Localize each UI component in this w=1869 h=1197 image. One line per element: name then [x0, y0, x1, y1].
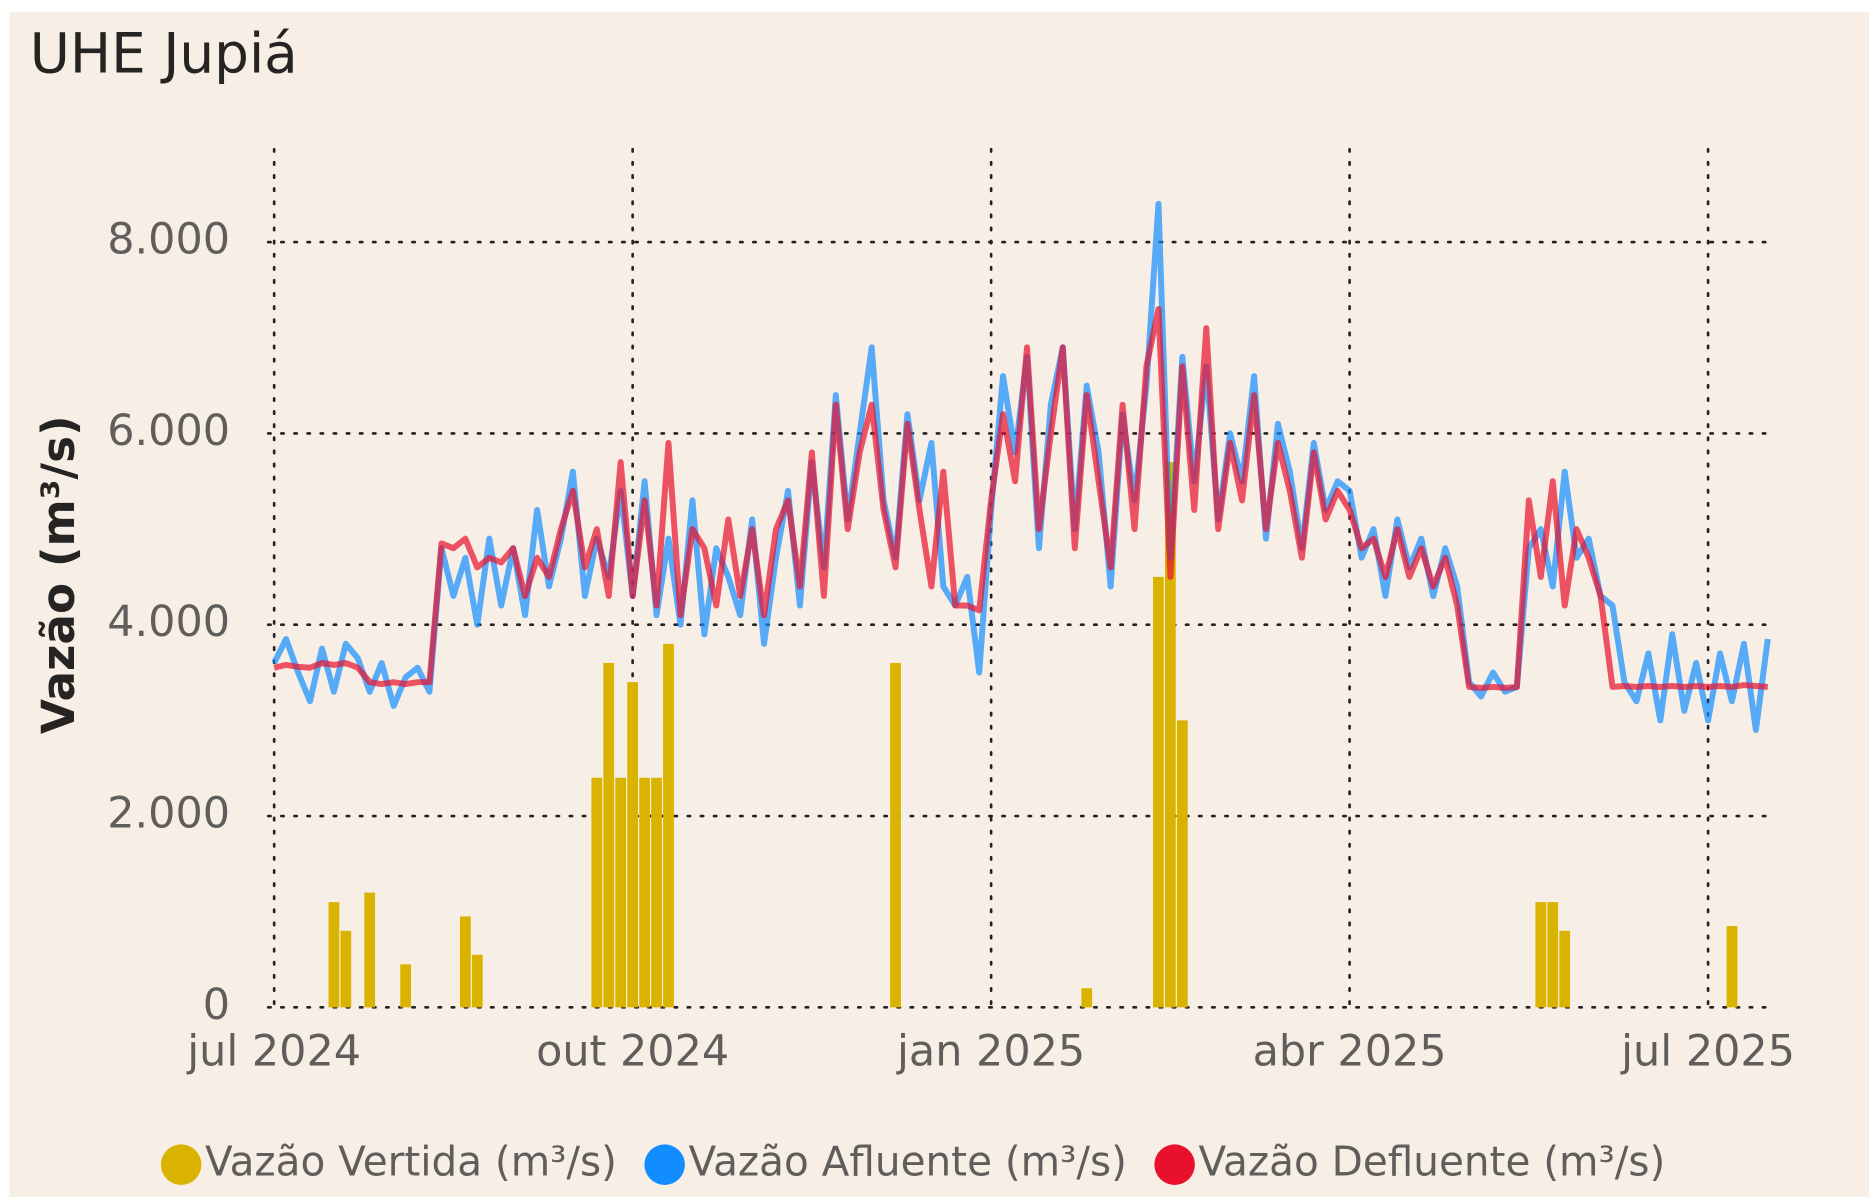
- bar: [663, 643, 674, 1008]
- bar: [471, 954, 483, 1008]
- y-tick-label: 2.000: [107, 789, 230, 839]
- bar: [1547, 902, 1559, 1008]
- x-tick-label: jan 2025: [896, 1026, 1085, 1076]
- legend-label: Vazão Defluente (m³/s): [1198, 1138, 1665, 1186]
- bar: [1176, 720, 1188, 1008]
- bar: [1535, 902, 1547, 1008]
- bar: [1726, 926, 1738, 1008]
- bar: [627, 682, 639, 1008]
- bar: [615, 777, 627, 1008]
- legend-marker: [644, 1144, 685, 1185]
- chart-title: UHE Jupiá: [30, 21, 298, 85]
- y-tick-label: 4.000: [107, 597, 230, 647]
- bar: [340, 930, 352, 1008]
- legend-marker: [160, 1144, 202, 1185]
- bar: [591, 777, 603, 1008]
- bar: [890, 662, 901, 1008]
- y-tick-label: 6.000: [107, 406, 230, 456]
- panel: [9, 12, 1869, 1197]
- bar: [328, 902, 340, 1008]
- bar: [639, 777, 650, 1008]
- bar: [459, 916, 471, 1008]
- bar: [603, 662, 615, 1008]
- bar: [1153, 576, 1164, 1008]
- bar: [364, 892, 376, 1008]
- x-tick-label: abr 2025: [1253, 1026, 1447, 1076]
- x-tick-label: jul 2025: [1620, 1026, 1795, 1076]
- legend-label: Vazão Afluente (m³/s): [689, 1138, 1127, 1186]
- x-tick-label: out 2024: [536, 1026, 729, 1076]
- bar: [400, 964, 411, 1008]
- y-axis-label: Vazão (m³/s): [32, 415, 85, 734]
- y-tick-label: 0: [203, 980, 230, 1030]
- legend-label: Vazão Vertida (m³/s): [205, 1138, 617, 1186]
- bar: [1559, 930, 1571, 1008]
- bar: [651, 777, 662, 1008]
- line: [273, 306, 1769, 691]
- bar: [1164, 462, 1176, 1008]
- bar: [1081, 988, 1093, 1008]
- legend-marker: [1154, 1144, 1195, 1185]
- y-tick-label: 8.000: [107, 215, 230, 265]
- x-tick-label: jul 2024: [186, 1026, 361, 1076]
